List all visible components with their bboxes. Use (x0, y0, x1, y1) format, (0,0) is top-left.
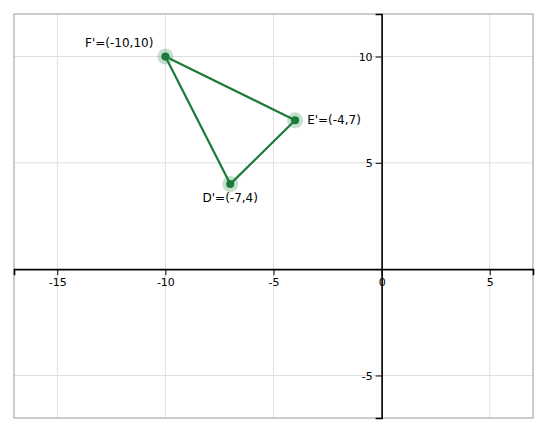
grid-line-x (165, 14, 166, 418)
tick: -5 (269, 269, 280, 289)
grid-line-x (273, 14, 274, 418)
vertex (161, 53, 169, 61)
tick-mark (165, 269, 166, 275)
tick: 10 (359, 51, 382, 64)
axis-line (376, 15, 383, 419)
annotation: D'=(-7,4) (203, 191, 258, 205)
tick: -15 (49, 269, 67, 289)
annotation: E'=(-4,7) (307, 113, 361, 127)
grid-line-y (14, 56, 533, 57)
tick-label: -15 (49, 276, 67, 289)
plot-frame (14, 14, 533, 418)
annotation: F'=(-10,10) (85, 36, 153, 50)
tick-label: -10 (157, 276, 175, 289)
vertex-halo (287, 112, 303, 128)
tick-label: -5 (269, 276, 280, 289)
tick-mark (274, 269, 275, 275)
tick-label: 10 (359, 51, 373, 64)
x-axis: -15-10-505 (15, 269, 534, 289)
vertex (291, 116, 299, 124)
tick-mark (376, 163, 382, 164)
axis-line (15, 270, 534, 276)
vertex (226, 180, 234, 188)
tick: 5 (487, 269, 494, 289)
tick-label: -5 (362, 369, 373, 382)
grid-line-x (489, 14, 490, 418)
vertex-halo (157, 49, 173, 65)
tick-label: 5 (366, 157, 373, 170)
grid-line-y (14, 162, 533, 163)
grid (14, 14, 533, 418)
tick-mark (490, 269, 491, 275)
marks (157, 49, 303, 193)
tick: -10 (157, 269, 175, 289)
vertex-halo (222, 176, 238, 192)
plot: -15-10-505-5510F'=(-10,10)E'=(-4,7)D'=(-… (14, 14, 534, 419)
polygon (165, 57, 295, 185)
grid-line-x (57, 14, 58, 418)
tick-mark (376, 375, 382, 376)
tick-label: 5 (487, 276, 494, 289)
tick: -5 (362, 369, 382, 382)
tick-mark (376, 57, 382, 58)
annotations: F'=(-10,10) E'=(-4,7) D'=(-7,4) (85, 36, 361, 206)
chart: -15-10-505-5510F'=(-10,10)E'=(-4,7)D'=(-… (0, 0, 547, 432)
tick: 5 (366, 157, 382, 170)
y-axis: -5 5 10 (359, 15, 383, 419)
grid-line-y (14, 375, 533, 376)
tick-mark (57, 269, 58, 275)
